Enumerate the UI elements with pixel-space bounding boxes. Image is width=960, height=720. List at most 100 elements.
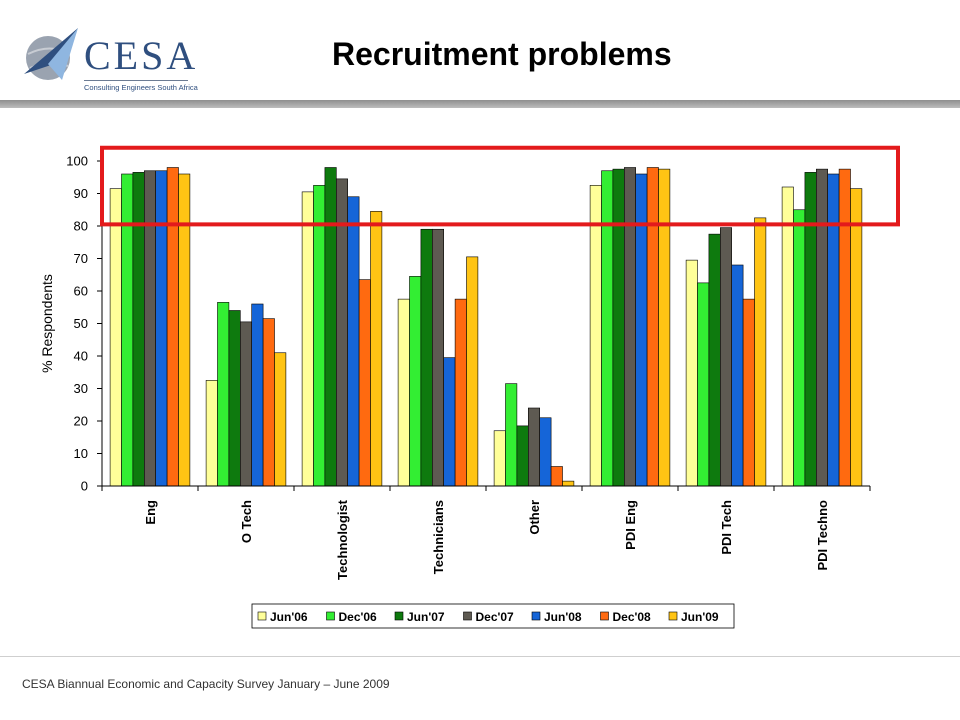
- bar: [516, 425, 529, 487]
- x-tick-label: PDI Eng: [623, 500, 638, 550]
- bar: [562, 480, 575, 487]
- bar: [589, 185, 602, 487]
- y-tick-label: 50: [74, 316, 88, 331]
- legend-label: Jun'08: [544, 610, 582, 624]
- bar: [719, 227, 732, 487]
- bar: [708, 233, 721, 487]
- bar: [301, 191, 314, 487]
- bar: [612, 168, 625, 487]
- bar: [623, 167, 636, 487]
- x-tick-label: Technologist: [335, 499, 350, 580]
- legend-label: Jun'06: [270, 610, 308, 624]
- bar: [635, 173, 648, 487]
- footer-divider: [0, 656, 960, 657]
- bar: [697, 282, 710, 487]
- footer-text: CESA Biannual Economic and Capacity Surv…: [22, 677, 390, 691]
- bar: [443, 357, 456, 487]
- highlight-box: [100, 145, 900, 227]
- x-tick-label: PDI Tech: [719, 500, 734, 555]
- legend-swatch: [668, 611, 678, 621]
- bar: [132, 172, 145, 487]
- bar: [742, 298, 755, 487]
- x-tick-label: PDI Techno: [815, 500, 830, 571]
- y-tick-label: 70: [74, 251, 88, 266]
- y-tick-label: 90: [74, 186, 88, 201]
- bar: [166, 167, 179, 487]
- y-tick-label: 80: [74, 219, 88, 234]
- y-axis-label: % Respondents: [39, 274, 55, 373]
- bar: [685, 259, 698, 487]
- bar: [804, 172, 817, 487]
- bar: [274, 352, 287, 487]
- legend-label: Dec'06: [339, 610, 378, 624]
- x-tick-label: Eng: [143, 500, 158, 525]
- legend-swatch: [326, 611, 335, 621]
- bar: [109, 188, 122, 487]
- bar: [815, 168, 828, 487]
- bar: [850, 188, 863, 487]
- bar: [731, 264, 744, 487]
- y-tick-label: 100: [66, 154, 88, 169]
- bar: [251, 303, 264, 487]
- legend-swatch: [600, 611, 609, 621]
- header-divider-band: [0, 100, 960, 108]
- logo-divider: [84, 80, 188, 81]
- bar: [144, 170, 157, 487]
- y-tick-label: 0: [81, 479, 88, 494]
- bar: [781, 186, 794, 487]
- bar: [205, 380, 218, 487]
- bar-chart: 0 10 20 30 40 50 60 70 80 90 100 Eng O Tech Technolog…: [39, 145, 900, 629]
- legend-label: Jun'07: [407, 610, 445, 624]
- logo-wordmark: CESA: [84, 33, 199, 78]
- bar: [827, 173, 840, 487]
- bar: [313, 185, 326, 487]
- bar: [431, 228, 444, 487]
- globe-swoosh-icon: [24, 28, 78, 80]
- bar: [793, 209, 806, 487]
- legend-swatch: [463, 611, 472, 621]
- legend-label: Dec'08: [613, 610, 652, 624]
- bar: [240, 321, 253, 487]
- legend-label: Jun'09: [681, 610, 719, 624]
- y-tick-label: 60: [74, 284, 88, 299]
- legend-swatch: [531, 611, 541, 621]
- bar: [601, 170, 614, 487]
- bar: [121, 173, 134, 487]
- x-tick-label: Other: [527, 500, 542, 535]
- x-tick-label: Technicians: [431, 500, 446, 574]
- bar: [409, 276, 422, 487]
- y-tick-label: 40: [74, 349, 88, 364]
- bar: [658, 168, 671, 487]
- x-tick-label: O Tech: [239, 500, 254, 543]
- bar: [228, 310, 241, 487]
- bar: [370, 211, 383, 487]
- bar: [420, 228, 433, 487]
- bar: [155, 170, 168, 487]
- y-tick-label: 30: [74, 381, 88, 396]
- bar: [539, 417, 552, 487]
- bar: [324, 167, 337, 487]
- legend-swatch: [257, 611, 267, 621]
- bar: [397, 298, 410, 487]
- page-title: Recruitment problems: [332, 36, 672, 72]
- bar: [527, 407, 540, 487]
- bar: [505, 383, 518, 487]
- bar: [262, 318, 275, 487]
- logo-subtitle: Consulting Engineers South Africa: [84, 83, 198, 92]
- bar: [358, 279, 371, 487]
- bar: [454, 298, 467, 487]
- cesa-logo: CESA Consulting Engineers South Africa: [16, 20, 198, 92]
- bar: [493, 430, 506, 487]
- bar: [550, 466, 563, 487]
- legend-swatch: [394, 611, 404, 621]
- legend-label: Dec'07: [476, 610, 515, 624]
- bar: [838, 168, 851, 487]
- y-tick-label: 10: [74, 446, 88, 461]
- bar: [646, 167, 659, 487]
- bar: [466, 256, 479, 487]
- bar: [754, 217, 767, 487]
- bar: [347, 196, 360, 487]
- bar: [217, 302, 230, 487]
- y-tick-label: 20: [74, 414, 88, 429]
- bar: [178, 173, 191, 487]
